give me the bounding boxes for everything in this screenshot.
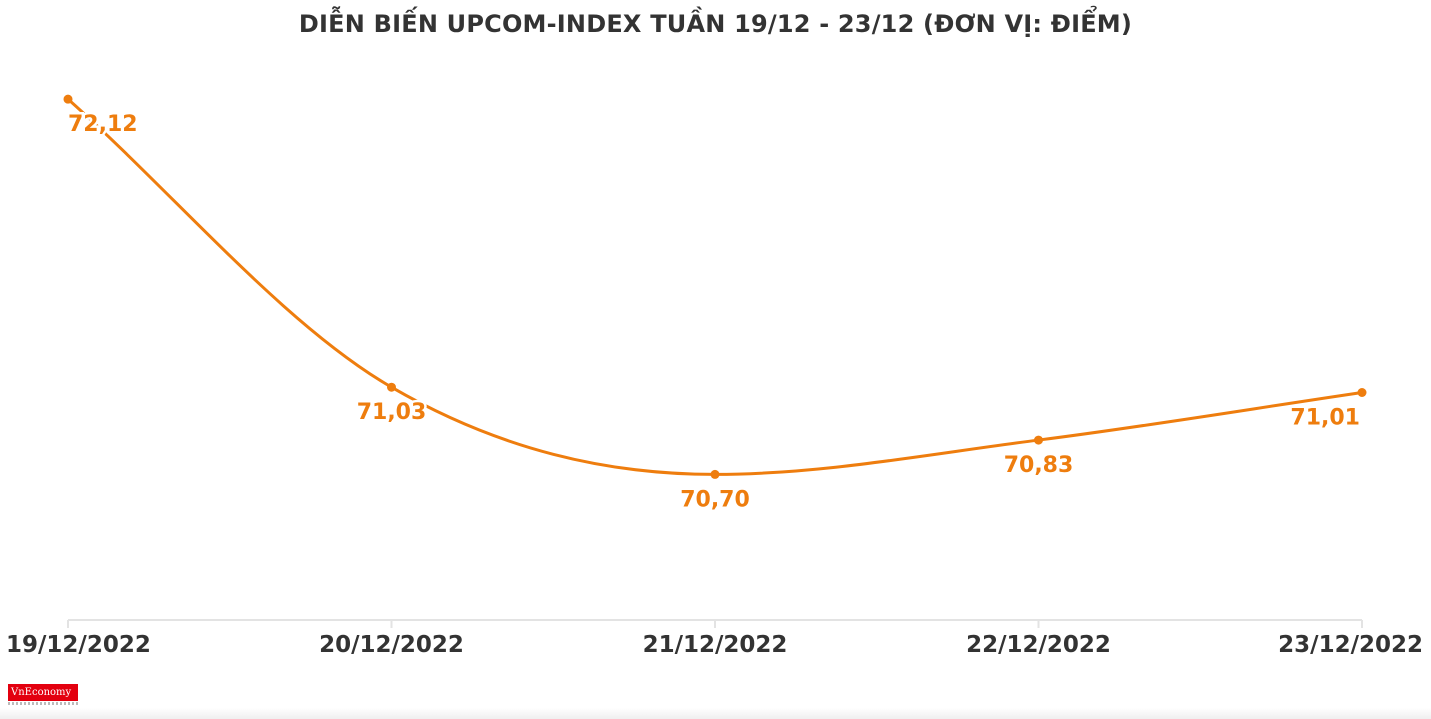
data-point xyxy=(710,469,720,479)
data-label: 71,01 xyxy=(1290,406,1360,431)
data-label: 70,83 xyxy=(1004,453,1074,478)
data-label: 71,03 xyxy=(357,400,427,425)
data-points xyxy=(63,94,1367,479)
x-tick-label: 20/12/2022 xyxy=(319,632,464,658)
x-tick-label: 23/12/2022 xyxy=(1278,632,1423,658)
x-tick-label: 22/12/2022 xyxy=(966,632,1111,658)
data-point xyxy=(1034,435,1043,445)
x-tick-label: 21/12/2022 xyxy=(643,632,788,658)
chart-title: DIỄN BIẾN UPCOM-INDEX TUẦN 19/12 - 23/12… xyxy=(298,10,1133,38)
data-labels: 72,12 71,03 70,70 70,83 71,01 xyxy=(66,110,1363,515)
data-point xyxy=(1357,388,1367,397)
vneconomy-logo: VnEconomy xyxy=(8,684,78,701)
x-tick-labels: 19/12/2022 20/12/2022 21/12/2022 22/12/2022… xyxy=(6,632,1423,658)
data-label: 72,12 xyxy=(68,112,138,137)
series-line xyxy=(66,97,1364,476)
data-label: 70,70 xyxy=(680,487,750,512)
data-point xyxy=(387,382,396,392)
x-tick-label: 19/12/2022 xyxy=(6,632,151,658)
x-ticks xyxy=(67,620,1363,628)
bottom-shade xyxy=(0,708,1431,719)
logo-tagline xyxy=(8,702,78,705)
data-point xyxy=(63,94,73,104)
